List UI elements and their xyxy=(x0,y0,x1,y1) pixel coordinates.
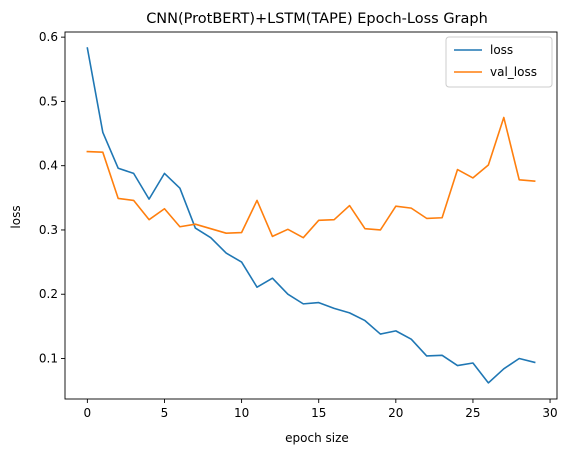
plot-frame xyxy=(64,31,558,400)
legend-label-val_loss: val_loss xyxy=(490,65,537,79)
x-tick-label: 20 xyxy=(388,406,403,420)
y-tick-label: 0.3 xyxy=(39,223,58,237)
y-tick-label: 0.2 xyxy=(39,287,58,301)
y-tick-label: 0.5 xyxy=(39,94,58,108)
y-tick-label: 0.6 xyxy=(39,30,58,44)
x-tick-label: 25 xyxy=(465,406,480,420)
x-tick-label: 5 xyxy=(161,406,169,420)
plot-area xyxy=(64,31,558,400)
x-tick-label: 10 xyxy=(234,406,249,420)
x-tick-label: 30 xyxy=(542,406,557,420)
series-line-loss xyxy=(86,47,536,384)
x-tick-label: 0 xyxy=(84,406,92,420)
legend: loss val_loss xyxy=(445,36,553,88)
chart-title: CNN(ProtBERT)+LSTM(TAPE) Epoch-Loss Grap… xyxy=(146,11,488,27)
y-tick-label: 0.1 xyxy=(39,352,58,366)
y-axis: 0.1 0.2 0.3 0.4 0.5 0.6 xyxy=(39,30,65,366)
x-axis-label: epoch size xyxy=(285,431,349,445)
x-axis: 0 5 10 15 20 25 30 xyxy=(84,399,558,420)
y-axis-label: loss xyxy=(9,205,23,228)
y-tick-label: 0.4 xyxy=(39,159,58,173)
legend-label-loss: loss xyxy=(490,43,513,57)
x-tick-label: 15 xyxy=(311,406,326,420)
series-line-val_loss xyxy=(86,116,536,239)
